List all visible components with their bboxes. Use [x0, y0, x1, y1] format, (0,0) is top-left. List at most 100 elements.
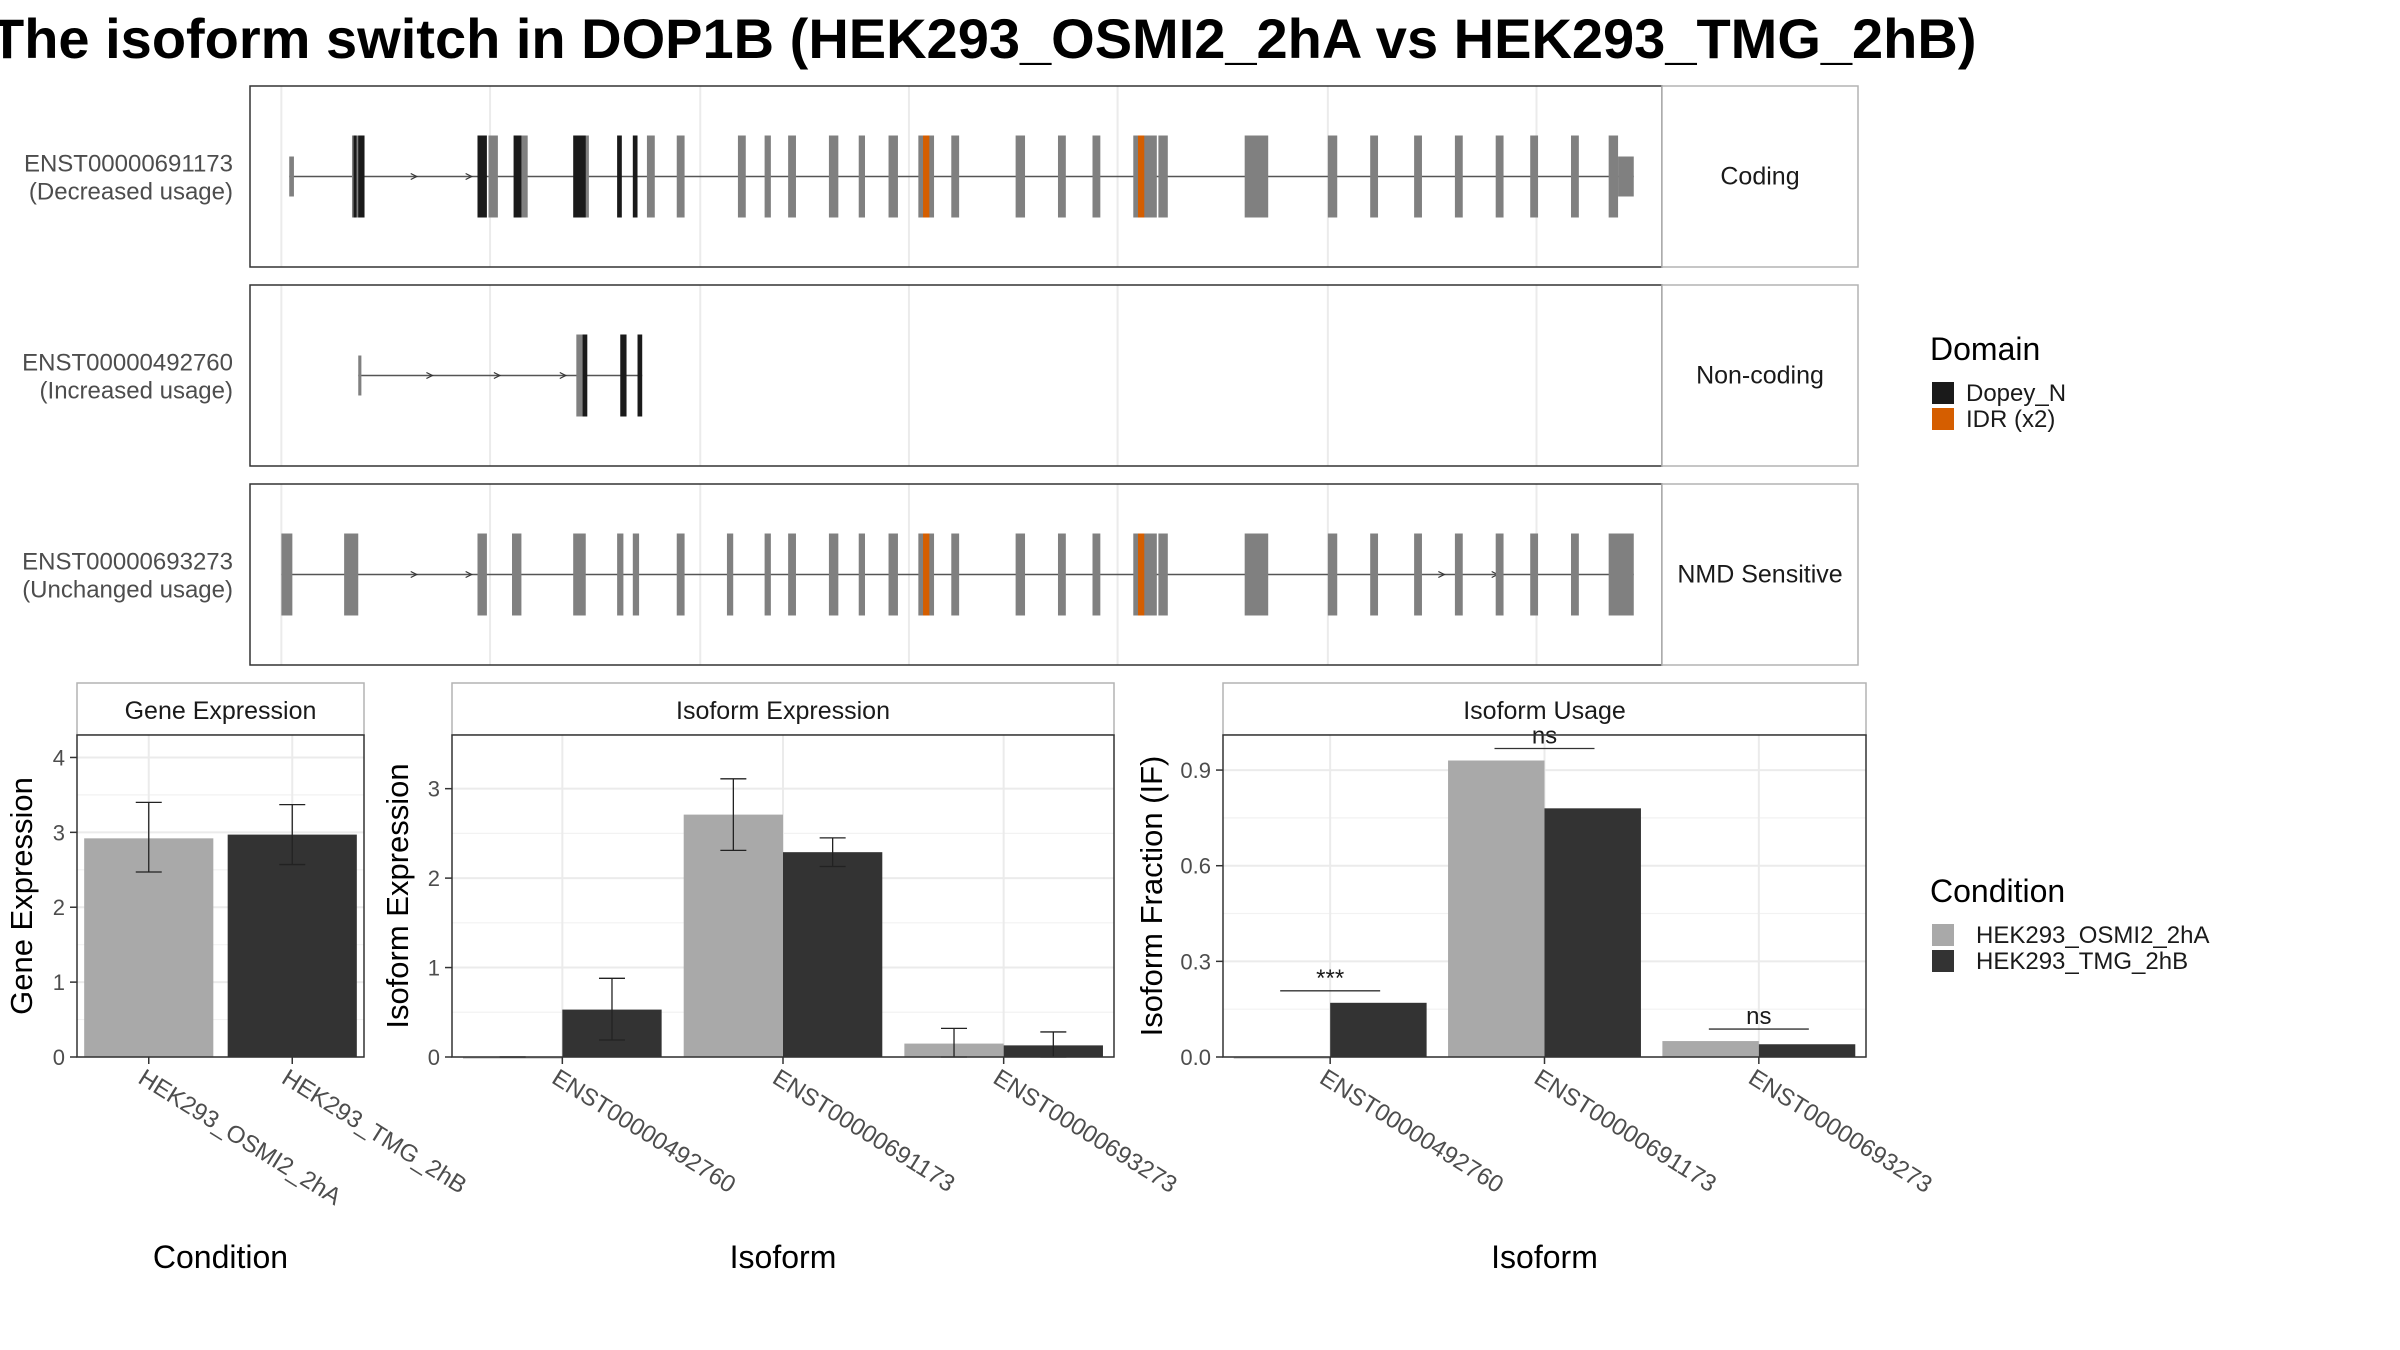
coding-exon [518, 135, 528, 218]
coding-exon [646, 135, 655, 218]
chart-title: Isoform Expression [676, 697, 890, 725]
direction-arrow [410, 172, 419, 181]
direction-arrow [426, 371, 434, 380]
y-tick-label: 1 [428, 956, 440, 981]
x-axis-title: Isoform [1491, 1239, 1598, 1275]
coding-exon [951, 135, 960, 218]
significance-label: *** [1316, 965, 1344, 992]
coding-exon [788, 533, 796, 616]
structure-panel-ENST00000693273: NMD Sensitive ENST00000693273(Unchanged u… [22, 483, 1859, 666]
idr-domain [1137, 135, 1145, 218]
coding-exon [1244, 533, 1269, 616]
y-tick-label: 3 [53, 820, 65, 845]
facet-strip [1661, 483, 1859, 666]
error-bar [819, 837, 846, 868]
coding-exon [1057, 135, 1066, 218]
coding-exon [1370, 135, 1379, 218]
facet-strip [1661, 85, 1859, 268]
y-axis-title: Gene Expression [4, 777, 39, 1015]
dopey-domain-exon [632, 135, 638, 218]
coding-exon [1530, 533, 1539, 616]
coding-exon [573, 533, 586, 616]
coding-exon [488, 135, 498, 218]
y-tick-label: 0.3 [1180, 949, 1211, 974]
coding-exon [1015, 533, 1026, 616]
coding-exon [1571, 135, 1579, 218]
chart-strip [1222, 682, 1867, 736]
coding-exon [1495, 135, 1504, 218]
chart-isoform-usage: Isoform Usage *** ns ns 0.0 0.3 0.6 0.9 ENST0000… [1134, 682, 1937, 1275]
x-tick-label: ENST00000691173 [768, 1064, 960, 1198]
utr-exon [1618, 156, 1634, 197]
significance-label: ns [1746, 1003, 1771, 1030]
coding-exon [1454, 533, 1463, 616]
y-tick-label: 0.6 [1180, 854, 1211, 879]
y-tick-label: 0 [53, 1045, 65, 1070]
coding-exon [1495, 533, 1504, 616]
dopey-domain-exon [573, 135, 586, 218]
chart-strip [451, 682, 1115, 736]
transcript-id-label: ENST00000492760 [22, 350, 233, 377]
coding-exon [788, 135, 796, 218]
x-tick-label: ENST00000693273 [988, 1064, 1181, 1199]
transcript-usage-label: (Unchanged usage) [22, 577, 233, 604]
bar-HEK293_TMG_2hB-ENST00000693273 [1758, 1044, 1856, 1057]
y-tick-label: 0 [428, 1045, 440, 1070]
x-tick-label: ENST00000492760 [547, 1064, 740, 1199]
x-tick-label: ENST00000691173 [1529, 1064, 1721, 1198]
condition-legend-label: HEK293_TMG_2hB [1976, 948, 2188, 975]
bar-HEK293_TMG_2hB-ENST00000691173 [1544, 808, 1641, 1057]
coding-exon [1608, 533, 1634, 616]
direction-arrow [410, 570, 419, 579]
bar-HEK293_TMG_2hB-ENST00000691173 [783, 852, 883, 1057]
coding-exon [858, 533, 866, 616]
facet-label: Non-coding [1696, 362, 1824, 390]
transcript-usage-label: (Increased usage) [40, 378, 233, 405]
coding-exon [1370, 533, 1379, 616]
direction-arrow [1438, 570, 1446, 579]
chart-title: Gene Expression [125, 697, 317, 725]
coding-exon [1133, 533, 1157, 616]
dopey-domain-exon [477, 135, 487, 218]
bar-HEK293_OSMI2_2hA-ENST00000693273 [1662, 1041, 1759, 1057]
coding-exon [1015, 135, 1026, 218]
coding-exon [888, 533, 898, 616]
coding-exon [1454, 135, 1463, 218]
coding-exon [1092, 533, 1101, 616]
dopey-domain-exon [617, 135, 622, 218]
coding-exon [828, 533, 839, 616]
bar-HEK293_OSMI2_2hA-ENST00000691173 [1448, 760, 1545, 1057]
dopey-domain-exon [620, 334, 627, 417]
facet-label: NMD Sensitive [1677, 561, 1842, 589]
coding-exon [858, 135, 866, 218]
coding-exon [1133, 135, 1157, 218]
structure-panel-ENST00000492760: Non-coding ENST00000492760(Increased usag… [22, 284, 1859, 467]
significance-label: ns [1532, 723, 1557, 750]
idr-domain [1137, 533, 1145, 616]
y-tick-label: 2 [428, 866, 440, 891]
error-bar [135, 801, 162, 873]
legend-swatch-0 [1932, 924, 1954, 946]
coding-exon [737, 135, 746, 218]
coding-exon [477, 533, 487, 616]
x-tick-label: ENST00000693273 [1744, 1064, 1937, 1199]
coding-exon [828, 135, 839, 218]
coding-exon [351, 135, 362, 218]
transcript-structure-panels: Coding ENST00000691173(Decreased usage) No… [22, 85, 1859, 666]
coding-exon [1158, 135, 1168, 218]
coding-exon [764, 135, 771, 218]
structure-panel-ENST00000691173: Coding ENST00000691173(Decreased usage) [24, 85, 1859, 268]
coding-exon [1092, 135, 1101, 218]
y-tick-label: 0.0 [1180, 1045, 1211, 1070]
bar-HEK293_TMG_2hB-ENST00000492760 [1330, 1002, 1427, 1057]
legend-swatch-0 [1932, 382, 1954, 404]
error-bar [598, 977, 625, 1041]
coding-exon [617, 533, 624, 616]
coding-exon [1327, 135, 1338, 218]
direction-arrow [465, 570, 473, 579]
idr-domain [923, 135, 930, 218]
domain-legend-title: Domain [1930, 331, 2040, 367]
transcript-id-label: ENST00000691173 [24, 151, 233, 178]
